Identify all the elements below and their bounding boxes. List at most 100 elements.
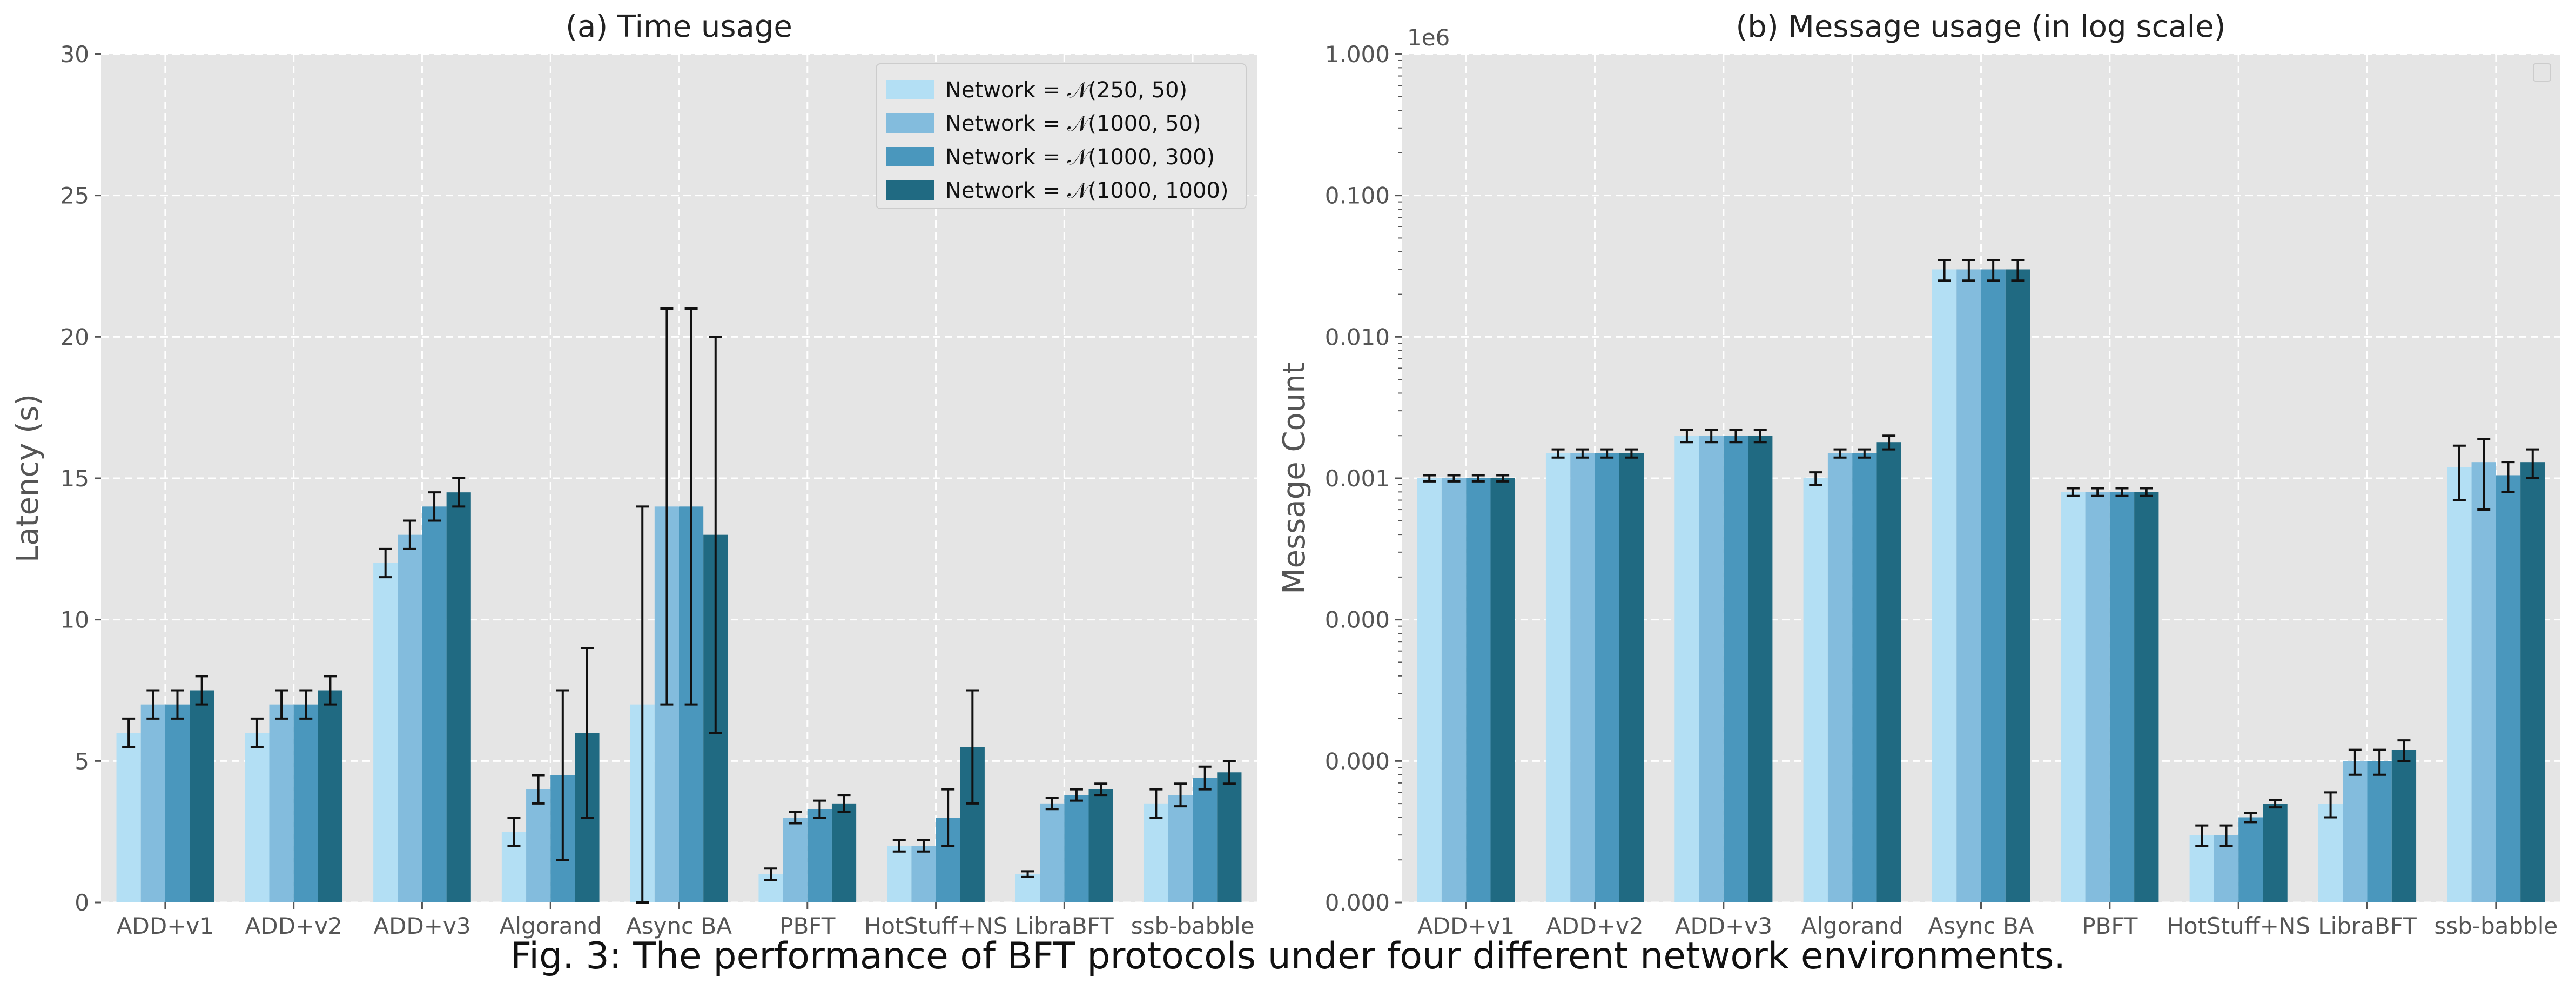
chart-title: (a) Time usage — [566, 9, 792, 44]
x-tick-label: Async BA — [1928, 913, 2034, 939]
bar — [373, 563, 398, 902]
y-tick-label: 0.000 — [1325, 889, 1390, 916]
bar — [1956, 269, 1981, 903]
y-tick-label: 0.001 — [1325, 465, 1390, 492]
x-tick-label: ADD+v1 — [117, 913, 214, 939]
bar — [1015, 874, 1040, 902]
bar — [165, 704, 190, 902]
bar — [245, 733, 270, 902]
bar — [2318, 804, 2343, 902]
bar — [1748, 436, 1773, 902]
x-tick-label: ssb-babble — [1131, 913, 1255, 939]
bar — [2496, 475, 2521, 902]
bar — [2471, 462, 2496, 902]
bar — [2447, 467, 2472, 902]
chart-panel-2: 0.000 0.000 0.000 0.001 0.010 0.100 1.000 ADD+v… — [1277, 9, 2560, 939]
bar — [2238, 817, 2263, 902]
y-tick-label: 0.010 — [1325, 324, 1390, 350]
y-tick-label: 15 — [60, 465, 89, 492]
x-tick-label: HotStuff+NS — [2167, 913, 2310, 939]
bar — [422, 506, 447, 902]
bar — [1570, 453, 1595, 902]
bar — [1490, 478, 1515, 902]
bar — [2367, 761, 2392, 902]
bar — [911, 846, 936, 902]
bar — [1699, 436, 1724, 902]
bar — [140, 704, 165, 902]
bar — [1545, 453, 1571, 902]
bar — [293, 704, 318, 902]
bar — [2391, 750, 2417, 902]
y-tick-label: 5 — [75, 748, 89, 774]
x-tick-label: HotStuff+NS — [864, 913, 1008, 939]
bar — [1674, 436, 1699, 902]
bar — [2134, 492, 2159, 902]
bar — [1932, 269, 1957, 903]
figure-caption: Fig. 3: The performance of BFT protocols… — [510, 935, 2066, 978]
y-tick-label: 25 — [60, 183, 89, 209]
bar — [1217, 772, 1242, 902]
y-tick-label: 30 — [60, 41, 89, 68]
bar — [1803, 478, 1828, 902]
y-offset-label: 1e6 — [1407, 24, 1450, 51]
bar — [446, 492, 471, 902]
y-axis-label: Message Count — [1277, 362, 1312, 594]
y-tick-label: 20 — [60, 324, 89, 350]
bar — [1168, 795, 1193, 902]
y-tick-label: 1.000 — [1325, 41, 1390, 68]
legend-swatch — [886, 80, 934, 99]
chart-title: (b) Message usage (in log scale) — [1736, 9, 2225, 44]
y-tick-label: 0.000 — [1325, 748, 1390, 774]
bar — [1723, 436, 1748, 902]
x-tick-label: PBFT — [2082, 913, 2138, 939]
x-tick-label: ADD+v1 — [1417, 913, 1515, 939]
x-tick-label: ADD+v3 — [373, 913, 470, 939]
bar — [2263, 804, 2288, 902]
bar — [398, 534, 422, 902]
x-tick-label: Algorand — [1801, 913, 1904, 939]
y-axis-label: Latency (s) — [10, 394, 45, 563]
x-tick-label: PBFT — [779, 913, 836, 939]
x-tick-label: LibraBFT — [1015, 913, 1114, 939]
legend-swatch — [886, 113, 934, 133]
bar — [1441, 478, 1467, 902]
x-tick-label: Algorand — [500, 913, 602, 939]
bar — [190, 690, 214, 902]
bar — [1466, 478, 1491, 902]
legend-box — [876, 63, 1247, 209]
bar — [831, 803, 857, 902]
bar — [2109, 492, 2135, 902]
bar — [1852, 453, 1877, 902]
bar — [1040, 803, 1065, 902]
x-tick-label: LibraBFT — [2318, 913, 2417, 939]
y-tick-label: 0 — [75, 889, 89, 916]
bar — [1088, 789, 1113, 902]
bar — [2520, 462, 2545, 902]
y-tick-label: 0.100 — [1325, 183, 1390, 209]
legend-swatch — [886, 147, 934, 166]
bar — [2343, 761, 2368, 902]
legend-box-empty — [2533, 63, 2551, 82]
legend-entry: Network = 𝒩(1000, 1000) — [945, 178, 1229, 203]
x-tick-label: ADD+v2 — [245, 913, 342, 939]
bar — [1144, 803, 1168, 902]
bar — [2005, 269, 2030, 903]
bar — [526, 789, 551, 902]
bar — [116, 733, 141, 902]
y-tick-label: 0.000 — [1325, 607, 1390, 633]
bar — [1417, 478, 1442, 902]
x-tick-label: ADD+v2 — [1546, 913, 1643, 939]
bar — [1595, 453, 1619, 902]
bar — [1981, 269, 2006, 903]
bar — [1876, 442, 1901, 902]
bar — [887, 846, 912, 902]
legend-swatch — [886, 180, 934, 200]
legend-entry: Network = 𝒩(1000, 300) — [945, 145, 1215, 170]
bar — [2061, 492, 2086, 902]
bar — [2085, 492, 2110, 902]
x-tick-label: ssb-babble — [2434, 913, 2558, 939]
bar — [1619, 453, 1644, 902]
legend-entry: Network = 𝒩(250, 50) — [945, 78, 1187, 103]
bar — [807, 809, 832, 902]
